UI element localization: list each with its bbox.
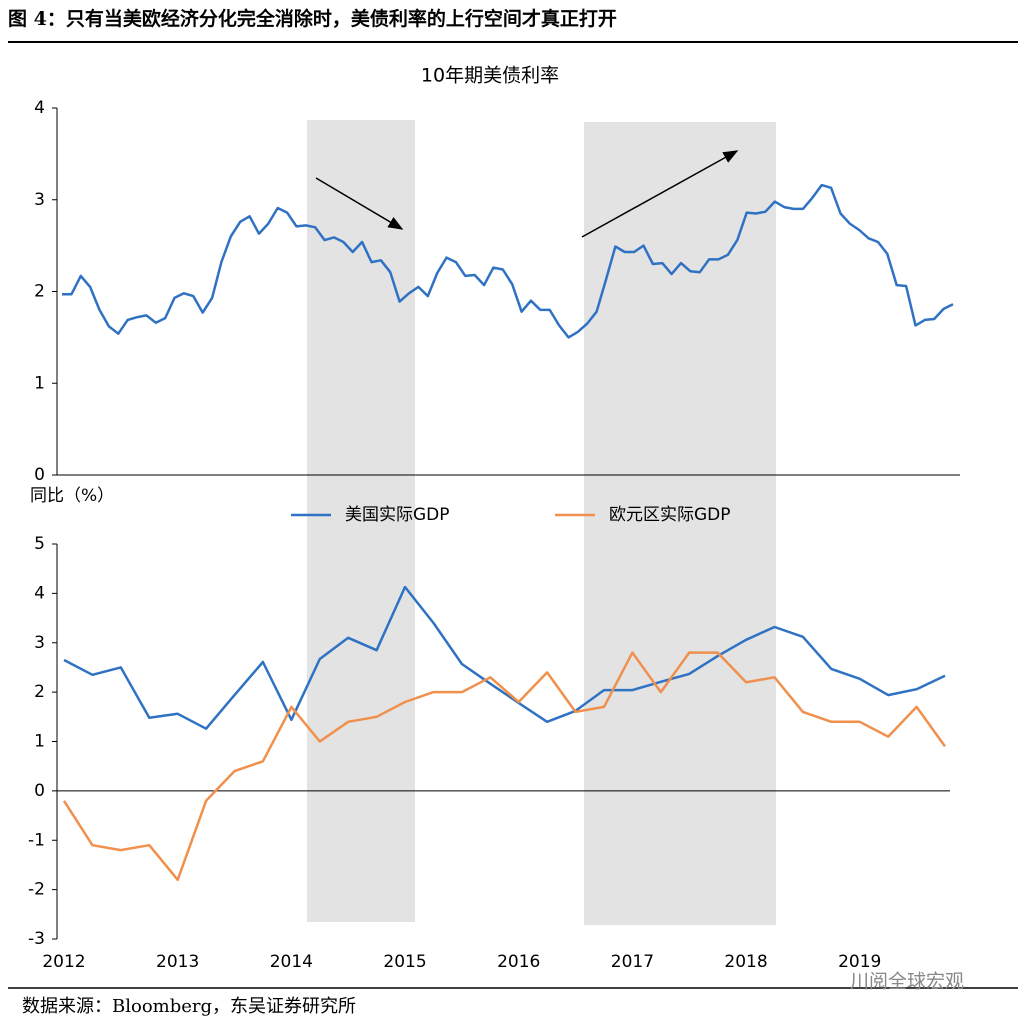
chart-title: 10年期美债利率 <box>421 65 559 87</box>
y-tick-label: -3 <box>28 929 45 949</box>
x-tick-label: 2015 <box>383 952 426 972</box>
y-tick-label: -2 <box>28 880 45 900</box>
y-tick-label: 1 <box>34 732 45 752</box>
data-line <box>62 183 954 339</box>
y-tick-label: 4 <box>34 583 45 603</box>
source-note: 数据来源：Bloomberg，东吴证券研究所 <box>22 996 356 1017</box>
legend-label: 美国实际GDP <box>345 505 450 525</box>
figure-title: 图 4：只有当美欧经济分化完全消除时，美债利率的上行空间才真正打开 <box>8 7 617 30</box>
x-tick-label: 2013 <box>156 952 199 972</box>
x-tick-label: 2016 <box>497 952 540 972</box>
x-tick-label: 2019 <box>838 952 881 972</box>
y-axis-label: 同比（%） <box>30 486 114 506</box>
data-line <box>62 651 947 882</box>
y-tick-label: 2 <box>34 282 45 302</box>
y-tick-label: -1 <box>28 830 45 850</box>
legend-label: 欧元区实际GDP <box>609 505 731 525</box>
y-tick-label: 0 <box>34 465 45 485</box>
y-tick-label: 2 <box>34 682 45 702</box>
y-tick-label: 3 <box>34 633 45 653</box>
y-tick-label: 1 <box>34 373 45 393</box>
x-tick-label: 2018 <box>724 952 767 972</box>
watermark: 川阅全球宏观 <box>850 971 964 993</box>
y-tick-label: 5 <box>34 534 45 554</box>
trend-arrow <box>581 150 739 238</box>
y-tick-label: 0 <box>34 781 45 801</box>
x-tick-label: 2014 <box>270 952 313 972</box>
y-tick-label: 3 <box>34 190 45 210</box>
shaded-period <box>307 120 415 922</box>
x-tick-label: 2012 <box>42 952 85 972</box>
data-line <box>63 585 946 730</box>
x-tick-label: 2017 <box>611 952 654 972</box>
trend-arrow <box>315 177 404 230</box>
y-tick-label: 4 <box>34 98 45 118</box>
